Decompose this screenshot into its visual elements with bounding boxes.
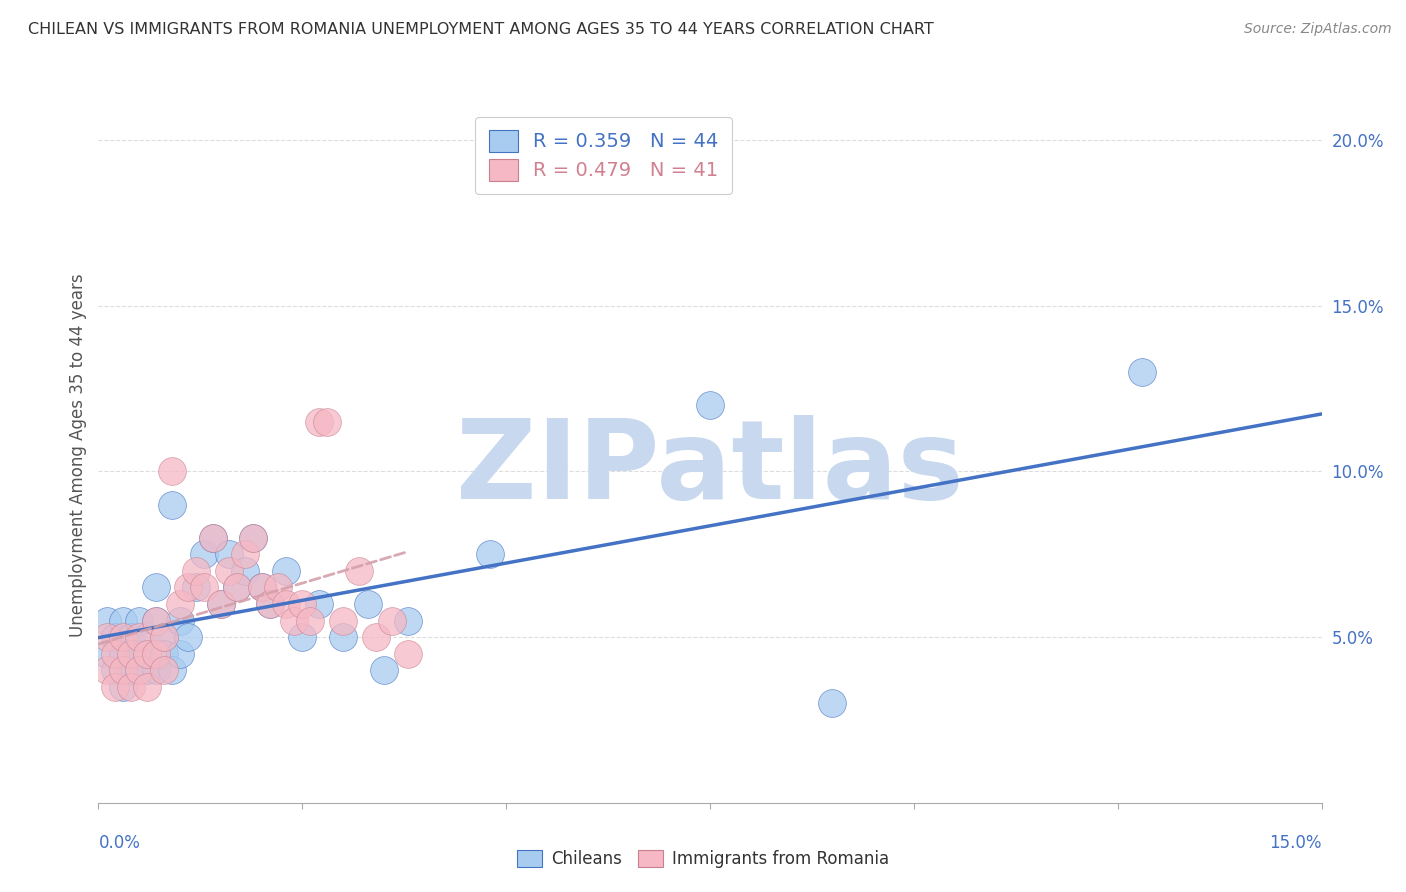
Point [104,630,127,644]
Point [120,630,142,644]
Point [332,614,354,628]
Point [364,630,387,644]
Point [152,663,174,677]
Point [308,415,330,429]
Point [104,680,127,694]
Point [250,581,273,595]
Point [209,597,232,611]
Point [218,547,240,561]
Point [104,647,127,661]
Point [233,547,256,561]
Text: CHILEAN VS IMMIGRANTS FROM ROMANIA UNEMPLOYMENT AMONG AGES 35 TO 44 YEARS CORREL: CHILEAN VS IMMIGRANTS FROM ROMANIA UNEMP… [28,22,934,37]
Point [396,647,419,661]
Text: 15.0%: 15.0% [1270,834,1322,852]
Point [308,597,330,611]
Point [152,630,174,644]
Point [145,614,167,628]
Point [478,547,501,561]
Point [250,581,273,595]
Point [218,564,240,578]
Point [169,647,191,661]
Point [120,663,142,677]
Point [242,531,264,545]
Point [201,531,224,545]
Point [152,647,174,661]
Point [381,614,404,628]
Point [373,663,395,677]
Point [111,630,134,644]
Point [111,680,134,694]
Point [136,663,159,677]
Point [177,581,200,595]
Point [821,697,844,711]
Legend: R = 0.359   N = 44, R = 0.479   N = 41: R = 0.359 N = 44, R = 0.479 N = 41 [475,117,733,194]
Point [291,597,314,611]
Point [186,564,208,578]
Point [111,647,134,661]
Point [259,597,281,611]
Text: Source: ZipAtlas.com: Source: ZipAtlas.com [1244,22,1392,37]
Point [96,630,118,644]
Point [259,597,281,611]
Point [274,597,297,611]
Y-axis label: Unemployment Among Ages 35 to 44 years: Unemployment Among Ages 35 to 44 years [69,273,87,637]
Point [1130,365,1153,379]
Point [145,647,167,661]
Point [193,547,215,561]
Point [128,614,150,628]
Point [356,597,378,611]
Point [96,647,118,661]
Point [120,680,142,694]
Point [396,614,419,628]
Point [160,465,183,479]
Legend: Chileans, Immigrants from Romania: Chileans, Immigrants from Romania [510,843,896,875]
Point [299,614,322,628]
Text: ZIPatlas: ZIPatlas [456,416,965,523]
Point [332,630,354,644]
Text: 0.0%: 0.0% [98,834,141,852]
Point [120,647,142,661]
Point [226,581,249,595]
Point [242,531,264,545]
Point [177,630,200,644]
Point [160,663,183,677]
Point [136,647,159,661]
Point [169,614,191,628]
Point [209,597,232,611]
Point [283,614,305,628]
Point [193,581,215,595]
Point [160,498,183,512]
Point [136,630,159,644]
Point [226,581,249,595]
Point [349,564,371,578]
Point [291,630,314,644]
Point [267,581,290,595]
Point [274,564,297,578]
Point [186,581,208,595]
Point [128,647,150,661]
Point [145,614,167,628]
Point [145,581,167,595]
Point [169,597,191,611]
Point [201,531,224,545]
Point [128,663,150,677]
Point [145,663,167,677]
Point [315,415,337,429]
Point [111,663,134,677]
Point [233,564,256,578]
Point [152,630,174,644]
Point [96,663,118,677]
Point [104,663,127,677]
Point [699,398,721,412]
Point [128,630,150,644]
Point [111,614,134,628]
Point [136,680,159,694]
Point [96,614,118,628]
